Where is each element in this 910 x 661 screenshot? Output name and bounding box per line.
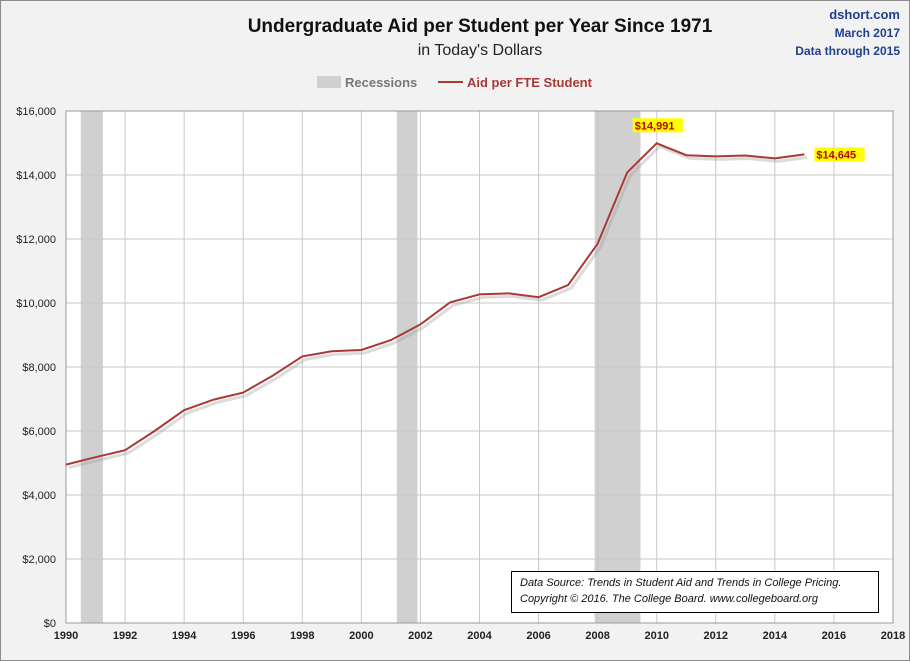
annotation-bg-1 xyxy=(814,147,865,162)
chart-subtitle: in Today's Dollars xyxy=(417,42,543,59)
data-through: Data through 2015 xyxy=(795,44,900,58)
x-tick-label-2004: 2004 xyxy=(467,630,492,642)
x-tick-label-2012: 2012 xyxy=(704,630,728,642)
y-tick-label-1: $2,000 xyxy=(22,554,56,566)
y-tick-label-5: $10,000 xyxy=(16,298,56,310)
x-tick-label-1994: 1994 xyxy=(172,630,197,642)
legend-label-recessions: Recessions xyxy=(345,75,417,90)
chart-title: Undergraduate Aid per Student per Year S… xyxy=(247,16,713,37)
y-tick-label-8: $16,000 xyxy=(16,106,56,118)
x-tick-label-2016: 2016 xyxy=(822,630,846,642)
source-line-1: Data Source: Trends in Student Aid and T… xyxy=(520,577,842,589)
source-line-2: Copyright © 2016. The College Board. www… xyxy=(520,593,818,605)
x-tick-label-2000: 2000 xyxy=(349,630,373,642)
x-tick-label-2008: 2008 xyxy=(585,630,609,642)
x-tick-label-2006: 2006 xyxy=(526,630,550,642)
y-tick-label-2: $4,000 xyxy=(22,490,56,502)
x-tick-label-2002: 2002 xyxy=(408,630,432,642)
x-tick-label-1992: 1992 xyxy=(113,630,137,642)
site-name: dshort.com xyxy=(829,7,900,22)
x-tick-label-2018: 2018 xyxy=(881,630,905,642)
x-tick-label-1990: 1990 xyxy=(54,630,78,642)
y-tick-label-6: $12,000 xyxy=(16,234,56,246)
legend-label-aid: Aid per FTE Student xyxy=(467,75,593,90)
annotation-label-0: $14,991 xyxy=(635,120,675,132)
series-line-shadow xyxy=(68,144,808,470)
x-tick-label-1998: 1998 xyxy=(290,630,314,642)
publish-date: March 2017 xyxy=(834,26,900,40)
y-tick-label-0: $0 xyxy=(44,618,56,630)
annotation-label-1: $14,645 xyxy=(816,149,856,161)
y-tick-label-3: $6,000 xyxy=(22,426,56,438)
legend-swatch-recessions xyxy=(317,76,341,88)
x-tick-label-1996: 1996 xyxy=(231,630,255,642)
y-tick-label-7: $14,000 xyxy=(16,170,56,182)
series-line xyxy=(65,142,805,466)
x-tick-label-2010: 2010 xyxy=(644,630,668,642)
x-tick-label-2014: 2014 xyxy=(763,630,788,642)
annotation-bg-0 xyxy=(632,118,683,133)
plot-border xyxy=(65,110,894,624)
y-tick-label-4: $8,000 xyxy=(22,362,56,374)
source-box: Data Source: Trends in Student Aid and T… xyxy=(511,571,879,613)
